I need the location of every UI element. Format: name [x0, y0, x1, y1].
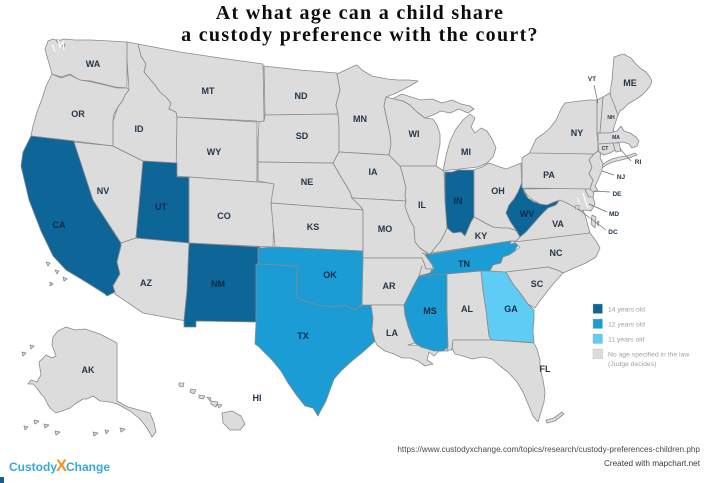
svg-text:KY: KY	[475, 231, 488, 241]
svg-text:AR: AR	[383, 281, 396, 291]
svg-text:CO: CO	[217, 211, 231, 221]
svg-text:ND: ND	[295, 91, 308, 101]
svg-text:NM: NM	[211, 279, 225, 289]
svg-text:UT: UT	[155, 202, 167, 212]
svg-text:MT: MT	[202, 86, 215, 96]
svg-text:ME: ME	[623, 78, 637, 88]
svg-text:PA: PA	[543, 170, 555, 180]
svg-text:NY: NY	[571, 128, 584, 138]
svg-text:IL: IL	[418, 200, 427, 210]
svg-text:VT: VT	[588, 76, 596, 83]
svg-text:AL: AL	[461, 304, 473, 314]
svg-text:(Judge decides): (Judge decides)	[608, 361, 656, 368]
svg-text:MO: MO	[378, 224, 393, 234]
svg-text:OK: OK	[323, 270, 337, 280]
svg-text:NH: NH	[607, 115, 615, 121]
svg-text:OH: OH	[491, 186, 505, 196]
svg-text:AK: AK	[82, 365, 95, 375]
svg-text:FL: FL	[540, 364, 551, 374]
svg-text:NC: NC	[550, 248, 563, 258]
svg-text:MS: MS	[423, 306, 437, 316]
svg-text:TN: TN	[458, 259, 470, 269]
svg-text:WV: WV	[520, 209, 535, 219]
svg-text:WY: WY	[207, 147, 222, 157]
svg-text:DC: DC	[608, 229, 618, 236]
svg-text:ID: ID	[135, 124, 145, 134]
svg-text:WI: WI	[409, 129, 420, 139]
svg-text:CA: CA	[53, 220, 66, 230]
svg-text:AZ: AZ	[140, 278, 152, 288]
svg-text:MI: MI	[461, 147, 471, 157]
svg-text:MA: MA	[612, 135, 620, 141]
svg-text:VA: VA	[552, 219, 564, 229]
svg-text:RI: RI	[635, 159, 642, 166]
svg-text:NE: NE	[301, 177, 314, 187]
svg-text:WA: WA	[86, 59, 101, 69]
svg-text:TX: TX	[297, 331, 309, 341]
svg-text:LA: LA	[386, 328, 398, 338]
svg-text:NJ: NJ	[617, 174, 626, 181]
svg-text:IA: IA	[369, 167, 379, 177]
svg-text:IN: IN	[454, 196, 463, 206]
svg-text:SD: SD	[296, 131, 309, 141]
svg-text:HI: HI	[253, 393, 262, 403]
svg-text:MN: MN	[353, 114, 367, 124]
svg-text:NV: NV	[97, 186, 110, 196]
svg-text:12 years old: 12 years old	[608, 322, 645, 329]
svg-text:11 years old: 11 years old	[608, 337, 645, 344]
svg-text:No age specified in the law: No age specified in the law	[608, 352, 689, 359]
svg-text:KS: KS	[307, 222, 320, 232]
svg-text:14 years old: 14 years old	[608, 307, 645, 314]
svg-text:OR: OR	[71, 109, 85, 119]
svg-text:CT: CT	[602, 146, 609, 152]
svg-text:SC: SC	[531, 279, 544, 289]
svg-text:MD: MD	[609, 211, 619, 218]
svg-text:GA: GA	[504, 304, 518, 314]
svg-text:DE: DE	[612, 191, 622, 198]
